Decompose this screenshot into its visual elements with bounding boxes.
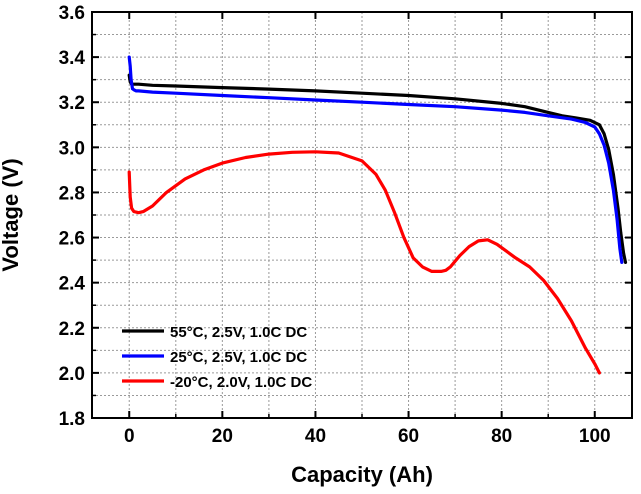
legend-label-2: 25°C, 2.5V, 1.0C DC <box>170 349 307 366</box>
y-tick-label: 3.4 <box>59 48 86 69</box>
series-layer <box>127 55 628 375</box>
y-axis-title: Voltage (V) <box>0 158 23 271</box>
axis-ticks <box>92 11 632 419</box>
series-line-1 <box>127 73 628 264</box>
x-tick-label: 0 <box>124 426 135 447</box>
series-line-3 <box>127 150 602 375</box>
y-tick-label: 3.2 <box>59 93 85 114</box>
x-tick-label: 60 <box>398 426 419 447</box>
series-line-2 <box>127 55 624 264</box>
y-tick-label: 1.8 <box>59 409 85 430</box>
y-tick-labels: 1.8 2.0 2.2 2.4 2.6 2.8 3.0 3.2 3.4 3.6 <box>59 3 86 430</box>
y-tick-label: 3.0 <box>59 138 85 159</box>
x-tick-labels: 0 20 40 60 80 100 <box>124 426 611 447</box>
x-tick-label: 40 <box>305 426 326 447</box>
x-tick-label: 80 <box>491 426 512 447</box>
legend-label-1: 55°C, 2.5V, 1.0C DC <box>170 324 307 341</box>
x-axis-title: Capacity (Ah) <box>291 462 433 487</box>
y-tick-label: 3.6 <box>59 3 85 24</box>
legend: 55°C, 2.5V, 1.0C DC 25°C, 2.5V, 1.0C DC -2… <box>122 324 312 391</box>
legend-label-3: -20°C, 2.0V, 1.0C DC <box>170 374 312 391</box>
y-tick-label: 2.2 <box>59 319 85 340</box>
x-tick-label: 100 <box>579 426 611 447</box>
y-tick-label: 2.8 <box>59 183 85 204</box>
y-tick-label: 2.4 <box>59 274 86 295</box>
y-tick-label: 2.6 <box>59 229 85 250</box>
y-tick-label: 2.0 <box>59 364 85 385</box>
x-tick-label: 20 <box>212 426 233 447</box>
